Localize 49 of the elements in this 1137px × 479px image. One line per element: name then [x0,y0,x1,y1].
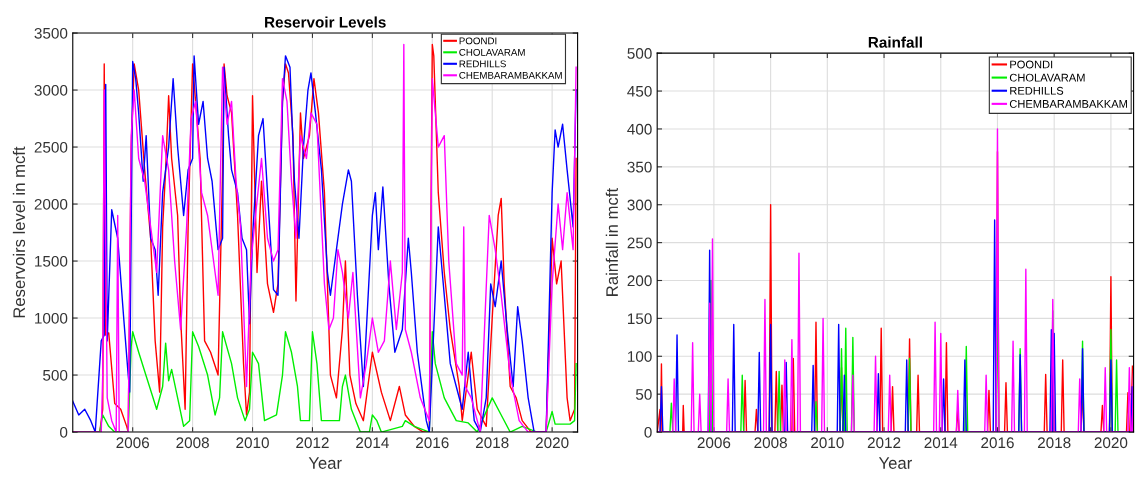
x-tick-label: 2018 [1037,437,1071,449]
y-tick-label: 400 [627,123,652,135]
legend-label: CHEMBARAMBAKKAM [459,71,562,79]
y-tick-label: 0 [60,426,68,438]
x-axis-title: Year [308,457,342,469]
y-tick-label: 0 [644,426,652,438]
x-tick-label: 2014 [924,437,958,449]
y-tick-label: 50 [635,389,652,400]
x-tick-label: 2010 [236,437,269,449]
x-tick-label: 2008 [176,437,209,449]
x-tick-label: 2016 [416,437,449,449]
legend-label: POONDI [1010,60,1053,69]
legend-label: REDHILLS [1010,86,1064,95]
legend-label: REDHILLS [459,60,506,68]
y-tick-label: 1500 [35,255,68,267]
x-tick-label: 2016 [981,437,1014,449]
y-tick-label: 100 [628,351,652,362]
x-axis-title: Year [878,457,912,469]
y-axis-title: Reservoirs level in mcft [12,146,26,318]
legend-label: POONDI [459,37,497,45]
legend-label: CHEMBARAMBAKKAM [1009,99,1127,108]
x-tick-label: 2012 [867,437,901,449]
chart-title: Reservoir Levels [265,16,386,28]
y-tick-label: 3500 [34,27,68,39]
y-tick-label: 200 [627,275,652,287]
legend-label: CHOLAVARAM [459,48,525,56]
x-tick-label: 2018 [475,437,509,449]
x-tick-label: 2014 [356,437,389,449]
x-tick-label: 2006 [697,437,731,449]
y-tick-label: 500 [627,48,652,59]
y-tick-label: 250 [627,237,652,249]
y-tick-label: 2000 [34,198,68,210]
x-tick-label: 2008 [754,437,787,449]
y-tick-label: 450 [627,85,652,97]
y-tick-label: 150 [628,313,652,325]
chart-title: Rainfall [868,36,922,48]
x-tick-label: 2006 [116,437,150,449]
x-tick-label: 2012 [296,437,329,449]
y-tick-label: 500 [43,369,68,381]
y-tick-label: 2500 [34,141,68,153]
legend-label: CHOLAVARAM [1009,73,1085,82]
y-axis-title: Rainfall in mcft [605,188,618,296]
y-tick-label: 1000 [35,312,68,324]
x-tick-label: 2020 [1094,437,1128,449]
y-tick-label: 3000 [34,84,68,96]
x-tick-label: 2010 [811,437,844,449]
x-tick-label: 2020 [535,437,569,449]
y-tick-label: 350 [627,161,652,173]
y-tick-label: 300 [627,199,652,211]
